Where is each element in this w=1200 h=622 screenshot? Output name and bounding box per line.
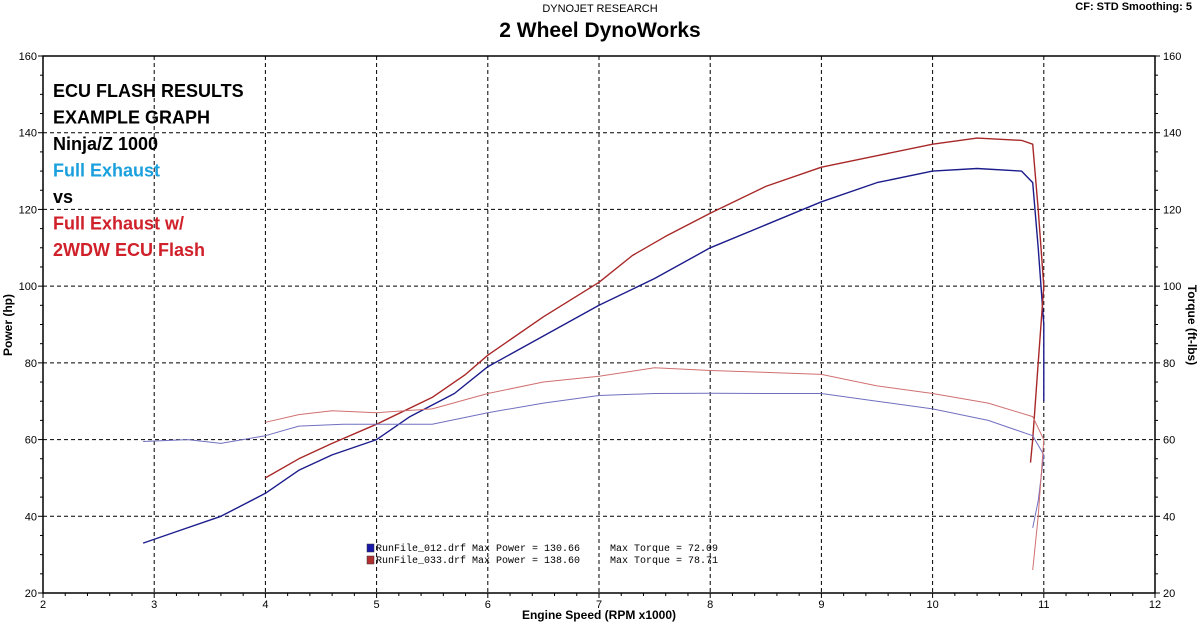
settings-readout: CF: STD Smoothing: 5 <box>1075 1 1192 13</box>
annotation-block: ECU FLASH RESULTS EXAMPLE GRAPH Ninja/Z 10… <box>53 81 244 260</box>
series-power-line <box>142 167 1045 544</box>
y-tick-label: 60 <box>25 435 37 447</box>
y2-tick-label: 80 <box>1163 358 1175 370</box>
dynojet-brand: DYNOJET RESEARCH <box>542 3 658 15</box>
curves <box>142 137 1045 571</box>
x-tick-label: 5 <box>374 599 380 611</box>
legend-entry: RunFile_033.drf Max Power = 138.60 Max T… <box>376 555 718 567</box>
y2-tick-label: 160 <box>1163 51 1181 63</box>
annotation-line: Full Exhaust w/ <box>53 214 184 234</box>
y2-tick-label: 60 <box>1163 435 1175 447</box>
x-tick-label: 11 <box>1038 599 1049 611</box>
x-tick-label: 9 <box>818 599 824 611</box>
y2-axis-ticks: 20 40 60 80 100 120 140 160 <box>1155 51 1181 600</box>
x-axis-label: Engine Speed (RPM x1000) <box>522 608 676 622</box>
x-tick-label: 6 <box>485 599 491 611</box>
x-tick-label: 12 <box>1149 599 1161 611</box>
y-axis-label: Power (hp) <box>1 294 15 356</box>
y-tick-label: 100 <box>19 281 37 293</box>
legend-swatch <box>366 543 375 553</box>
x-tick-label: 8 <box>707 599 713 611</box>
annotation-line: ECU FLASH RESULTS <box>53 81 244 101</box>
y-tick-label: 120 <box>19 204 37 216</box>
x-tick-label: 10 <box>926 599 938 611</box>
annotation-line: EXAMPLE GRAPH <box>53 108 210 128</box>
y-tick-label: 40 <box>25 511 37 523</box>
y2-tick-label: 20 <box>1163 588 1175 600</box>
series-torque-line <box>143 392 1045 528</box>
annotation-line: Ninja/Z 1000 <box>53 134 158 154</box>
series-power-line <box>265 137 1045 479</box>
y2-axis-label: Torque (ft-lbs) <box>1185 285 1199 365</box>
legend: RunFile_012.drf Max Power = 130.66 Max T… <box>366 543 718 567</box>
x-tick-label: 7 <box>596 599 602 611</box>
legend-entry: RunFile_012.drf Max Power = 130.66 Max T… <box>376 543 718 555</box>
annotation-line: Full Exhaust <box>53 161 160 181</box>
legend-swatch <box>366 555 375 565</box>
y-tick-label: 160 <box>19 51 37 63</box>
x-tick-label: 3 <box>151 599 157 611</box>
shop-title: 2 Wheel DynoWorks <box>499 19 701 42</box>
series-torque-line <box>265 367 1045 571</box>
y2-tick-label: 100 <box>1163 281 1181 293</box>
annotation-line: 2WDW ECU Flash <box>53 240 205 260</box>
y2-tick-label: 140 <box>1163 128 1181 140</box>
x-tick-label: 4 <box>262 599 268 611</box>
x-tick-label: 2 <box>40 599 46 611</box>
y2-tick-label: 40 <box>1163 511 1175 523</box>
x-axis-ticks: 2 3 4 5 6 7 8 9 10 11 12 <box>40 593 1161 611</box>
y-tick-label: 20 <box>25 588 37 600</box>
y-tick-label: 140 <box>19 128 37 140</box>
annotation-line: vs <box>53 187 73 207</box>
y-axis-ticks: 20 40 60 80 100 120 140 160 <box>19 51 43 600</box>
y-tick-label: 80 <box>25 358 37 370</box>
y2-tick-label: 120 <box>1163 204 1181 216</box>
grid-lines <box>43 56 1155 593</box>
